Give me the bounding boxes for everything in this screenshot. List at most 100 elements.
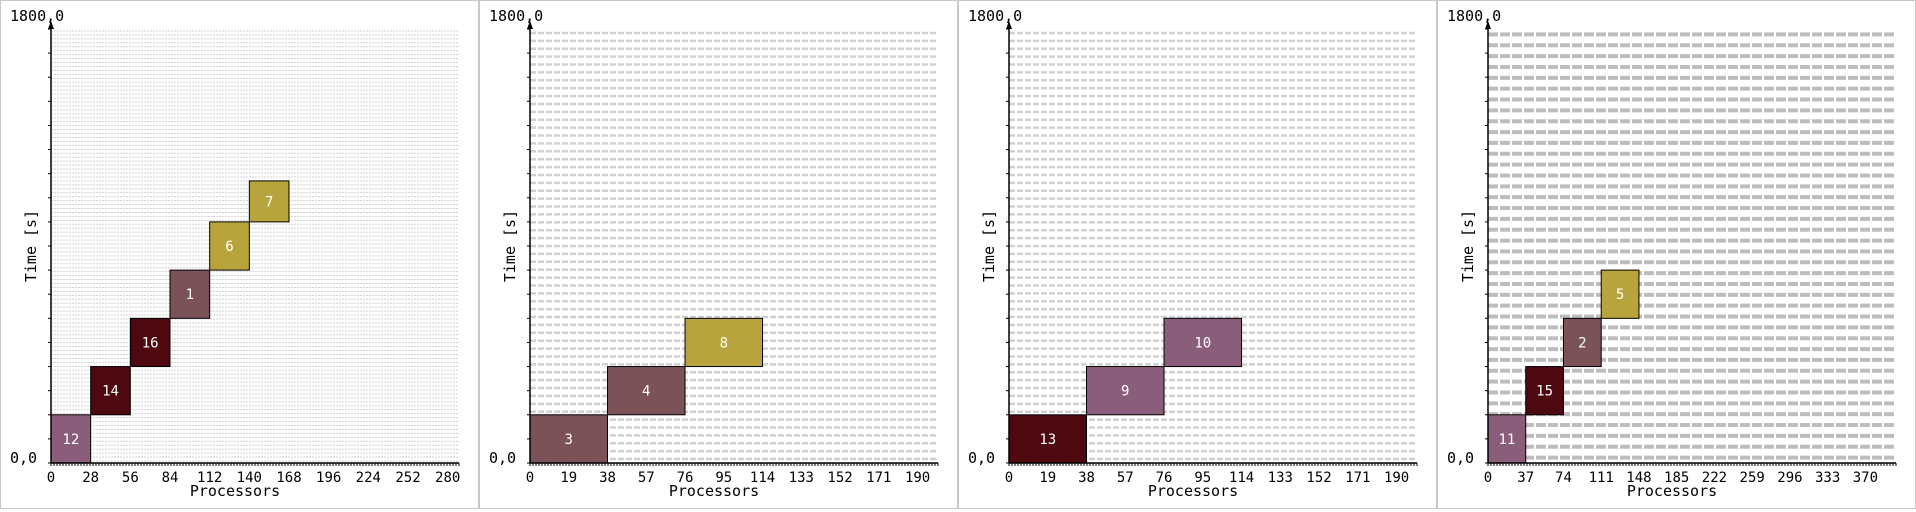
x-tick-label: 19 (1039, 470, 1056, 486)
y-max-label: 1800,0 (1447, 7, 1501, 25)
task-blocks: 11 15 2 5 (1487, 269, 1640, 464)
task-block (169, 269, 211, 319)
chart-panel-2: 3 4 8 0 19 38 57 76 95 114 133 152 171 190 Processors T… (479, 0, 958, 509)
x-tick-label: 0 (47, 470, 55, 486)
task-label: 6 (225, 239, 233, 255)
x-tick-label: 148 (1626, 470, 1651, 486)
grid-lines (1488, 32, 1896, 460)
x-tick-label: 252 (395, 470, 420, 486)
task-block (248, 180, 290, 223)
task-label: 16 (142, 335, 159, 351)
x-tick-label: 56 (122, 470, 139, 486)
x-tick-label: 112 (197, 470, 222, 486)
chart-panel-4: 11 15 2 5 0 37 74 111 148 185 222 259 296 333 370 Proce… (1437, 0, 1916, 509)
x-tick-label: 111 (1589, 470, 1614, 486)
x-axis-label: Processors (1627, 482, 1717, 500)
chart-svg-2: 3 4 8 0 19 38 57 76 95 114 133 152 171 190 Processors T… (489, 7, 939, 500)
task-label: 3 (565, 432, 573, 448)
x-tick-label: 185 (1664, 470, 1689, 486)
chart-panel-1: 12 14 16 1 6 7 0 28 56 84 112 140 168 196 224 252 280 Pro… (0, 0, 479, 509)
x-tick-label: 133 (789, 470, 814, 486)
task-block (50, 414, 92, 464)
origin-label: 0,0 (1447, 449, 1474, 467)
chart-svg-3: 13 9 10 0 19 38 57 76 95 114 133 152 171 190 Processor… (968, 7, 1418, 500)
y-axis-label: Time [s] (980, 210, 998, 282)
task-label: 2 (1578, 335, 1586, 351)
task-block (129, 317, 171, 368)
x-tick-label: 190 (1384, 470, 1409, 486)
task-label: 8 (720, 335, 728, 351)
task-blocks: 3 4 8 (529, 317, 764, 464)
y-axis-arrow (1006, 21, 1012, 29)
y-axis-arrow (1485, 21, 1491, 29)
y-axis-label: Time [s] (501, 210, 519, 282)
x-tick-label: 140 (237, 470, 262, 486)
x-tick-label: 196 (316, 470, 341, 486)
x-tick-label: 37 (1517, 470, 1534, 486)
x-tick-label: 76 (1156, 470, 1173, 486)
grid-lines (51, 30, 459, 462)
x-tick-label: 57 (638, 470, 655, 486)
y-max-label: 1800,0 (10, 7, 64, 25)
origin-label: 0,0 (968, 449, 995, 467)
task-label: 1 (186, 287, 194, 303)
x-tick-label: 259 (1740, 470, 1765, 486)
x-tick-label: 171 (1345, 470, 1370, 486)
x-axis-label: Processors (190, 482, 280, 500)
x-tick-label: 38 (599, 470, 616, 486)
chart-panel-3: 13 9 10 0 19 38 57 76 95 114 133 152 171 190 Processor… (958, 0, 1437, 509)
task-label: 4 (642, 384, 650, 400)
task-block (1562, 317, 1602, 368)
x-tick-label: 0 (526, 470, 534, 486)
y-axis-arrow (527, 21, 533, 29)
task-block (529, 414, 609, 464)
x-tick-label: 280 (435, 470, 460, 486)
y-max-label: 1800,0 (489, 7, 543, 25)
x-tick-label: 333 (1815, 470, 1840, 486)
task-block (1008, 414, 1088, 464)
task-block (90, 366, 131, 416)
task-label: 15 (1536, 384, 1553, 400)
x-axis-label: Processors (669, 482, 759, 500)
origin-label: 0,0 (10, 449, 37, 467)
task-block (1163, 317, 1243, 368)
task-label: 13 (1039, 432, 1056, 448)
x-tick-label: 114 (1229, 470, 1254, 486)
task-block (1600, 269, 1640, 319)
y-axis-label: Time [s] (22, 210, 40, 282)
x-tick-label: 0 (1484, 470, 1492, 486)
x-tick-label: 222 (1702, 470, 1727, 486)
x-tick-label: 84 (162, 470, 179, 486)
task-label: 7 (265, 194, 273, 210)
x-tick-label: 74 (1555, 470, 1572, 486)
x-tick-label: 152 (827, 470, 852, 486)
grid-lines (1009, 31, 1417, 461)
task-block (684, 317, 764, 368)
x-tick-label: 152 (1306, 470, 1331, 486)
x-tick-label: 95 (1194, 470, 1211, 486)
y-axis-label: Time [s] (1459, 210, 1477, 282)
task-label: 12 (62, 432, 79, 448)
task-label: 10 (1194, 335, 1211, 351)
x-tick-label: 133 (1268, 470, 1293, 486)
x-tick-label: 168 (276, 470, 301, 486)
x-tick-label: 38 (1078, 470, 1095, 486)
task-block (607, 366, 686, 416)
x-tick-label: 224 (356, 470, 381, 486)
y-max-label: 1800,0 (968, 7, 1022, 25)
x-tick-label: 95 (715, 470, 732, 486)
x-axis-label: Processors (1148, 482, 1238, 500)
task-block (1086, 366, 1165, 416)
x-tick-label: 370 (1853, 470, 1878, 486)
x-tick-label: 19 (560, 470, 577, 486)
x-tick-label: 171 (866, 470, 891, 486)
x-tick-label: 190 (905, 470, 930, 486)
task-block (1525, 366, 1564, 416)
origin-label: 0,0 (489, 449, 516, 467)
x-tick-label: 28 (82, 470, 99, 486)
task-block (209, 221, 250, 271)
task-blocks: 13 9 10 (1008, 317, 1243, 464)
grid-lines (530, 31, 938, 461)
